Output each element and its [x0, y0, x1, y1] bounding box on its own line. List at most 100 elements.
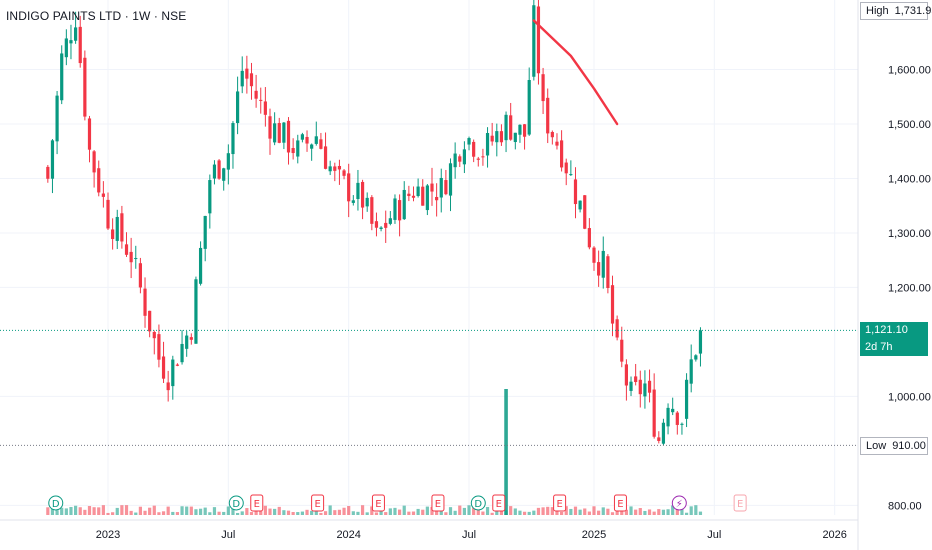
earnings-marker-glyph: E	[314, 499, 320, 510]
volume-bar	[597, 510, 601, 515]
candle-body	[444, 180, 448, 195]
volume-bar	[550, 507, 554, 515]
candle-body	[518, 124, 522, 135]
volume-bar	[171, 511, 175, 515]
candle-body	[587, 228, 591, 248]
candle-body	[78, 26, 82, 64]
volume-bar	[97, 507, 101, 515]
earnings-marker-glyph: E	[375, 499, 381, 510]
volume-bar	[398, 509, 402, 515]
candle-body	[342, 170, 346, 176]
candle-body	[416, 186, 420, 197]
candle-body	[106, 199, 110, 229]
candle-body	[620, 339, 624, 362]
volume-bar	[444, 512, 448, 515]
candle-body	[624, 364, 628, 386]
time-tick-label: Jul	[462, 529, 476, 541]
candle-body	[666, 407, 670, 427]
volume-bar	[546, 506, 550, 515]
volume-bar	[161, 511, 166, 515]
volume-bar	[680, 505, 684, 515]
earnings-marker	[431, 494, 445, 512]
candle-body	[569, 174, 573, 176]
trendline-drawing[interactable]	[532, 19, 619, 126]
candle-body	[671, 408, 675, 413]
volume-bar	[356, 511, 360, 515]
volume-bar	[573, 506, 578, 515]
volume-spike-bar	[504, 389, 508, 515]
earnings-marker	[553, 494, 567, 512]
volume-bar	[499, 508, 504, 515]
candle-body	[448, 163, 453, 196]
volume-bar	[92, 507, 96, 515]
candle-body	[527, 79, 531, 135]
time-tick-label: Jul	[707, 529, 721, 541]
candle-body	[643, 383, 647, 397]
candle-body	[610, 285, 615, 324]
candle-body	[337, 165, 342, 170]
volume-bar	[370, 506, 374, 515]
candle-body	[546, 97, 550, 134]
candle-body	[388, 218, 392, 224]
candle-body	[314, 136, 318, 144]
volume-bar	[328, 505, 332, 515]
volume-bar	[610, 512, 615, 515]
candle-body	[83, 57, 87, 117]
candle-body	[134, 258, 138, 260]
volume-bar	[453, 510, 457, 515]
trendline	[532, 19, 619, 126]
candle-body	[592, 247, 596, 263]
volume-bar	[411, 511, 416, 515]
volume-bar	[393, 507, 397, 515]
volume-bar	[157, 512, 161, 515]
low-tag: Low 910.00	[866, 440, 926, 453]
candle-body	[407, 193, 411, 197]
candle-body	[661, 422, 666, 444]
volume-bar	[185, 506, 189, 515]
volume-bar	[560, 511, 564, 515]
volume-bar	[407, 511, 411, 515]
candle-body	[560, 140, 564, 168]
candle-body	[97, 168, 101, 193]
volume-bar	[101, 505, 105, 515]
candle-body	[124, 244, 129, 255]
volume-bar	[351, 511, 355, 515]
volume-bar	[83, 509, 87, 515]
volume-bar	[124, 505, 129, 515]
candle-body	[485, 133, 490, 156]
candle-body	[615, 319, 619, 338]
price-tick-label: 1,500.00	[888, 119, 931, 131]
candle-body	[430, 183, 434, 192]
volume-bar	[430, 506, 434, 515]
volume-bar	[643, 510, 647, 515]
candle-body	[476, 158, 480, 160]
split-marker-glyph: ⚡	[676, 499, 683, 510]
earnings-marker	[613, 494, 627, 512]
candle-body	[694, 355, 698, 360]
volume-bar	[245, 508, 249, 515]
volume-bar	[467, 505, 471, 515]
volume-bar	[647, 509, 652, 515]
volume-bar	[365, 512, 369, 515]
volume-bar	[402, 505, 406, 515]
volume-bar	[296, 512, 300, 515]
volume-bar	[583, 508, 587, 515]
candle-body	[356, 182, 360, 200]
volume-bar	[138, 506, 142, 515]
earnings-marker-glyph: E	[496, 499, 502, 510]
event-markers[interactable]: D D E E E E D E E E ⚡ E	[48, 494, 747, 512]
candle-body	[203, 215, 207, 249]
volume-bar	[166, 506, 170, 515]
candle-body	[198, 247, 203, 284]
candle-body	[536, 6, 541, 74]
candle-body	[629, 381, 633, 391]
candle-body	[513, 132, 517, 143]
candle-body	[300, 134, 304, 140]
volume-bar	[106, 512, 110, 515]
volume-bar	[578, 509, 582, 515]
earnings-marker-glyph: E	[435, 499, 441, 510]
volume-bar	[333, 510, 337, 515]
volume-bar	[684, 512, 689, 515]
